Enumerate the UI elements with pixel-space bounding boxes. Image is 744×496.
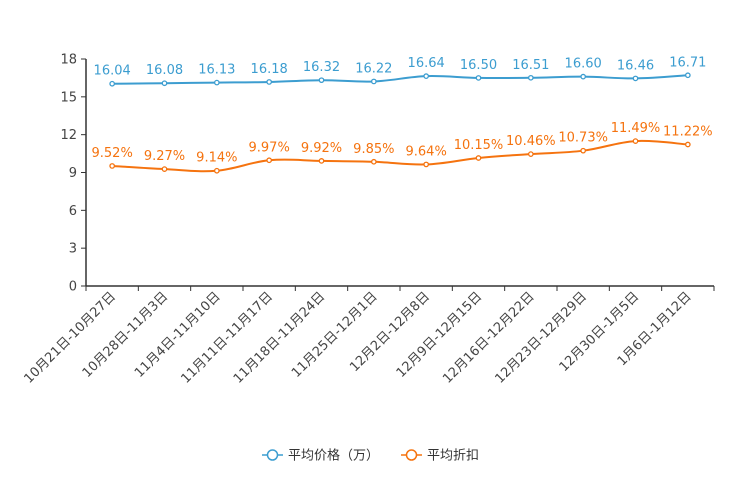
series-line (112, 74, 688, 85)
data-point[interactable] (318, 77, 325, 84)
data-point[interactable] (527, 151, 534, 157)
data-point[interactable] (161, 166, 168, 172)
data-label: 9.97% (249, 140, 290, 155)
x-tick-label: 12月23日-12月29日 (493, 289, 590, 386)
data-label: 16.60 (565, 57, 602, 72)
y-tick-label: 3 (69, 242, 77, 257)
data-label: 10.15% (454, 138, 504, 153)
data-point[interactable] (580, 73, 587, 80)
x-tick-label: 10月21日-10月27日 (22, 289, 119, 386)
legend-item-1[interactable]: 平均价格（万） (262, 448, 379, 464)
data-label: 11.22% (663, 125, 713, 140)
data-label: 16.50 (460, 58, 497, 73)
data-point[interactable] (370, 158, 377, 165)
data-label: 9.64% (406, 144, 447, 159)
axes: 036912151810月21日-10月27日10月28日-11月3日11月4日… (22, 53, 715, 387)
data-point[interactable] (475, 75, 482, 81)
data-label: 16.64 (408, 56, 445, 71)
data-label: 9.52% (92, 146, 133, 161)
data-label: 16.51 (512, 58, 549, 73)
data-label: 16.08 (146, 63, 183, 78)
data-label: 9.85% (353, 142, 394, 157)
data-point[interactable] (423, 161, 430, 168)
series-line (112, 139, 688, 173)
legend-marker-icon (405, 449, 418, 461)
data-label: 9.27% (144, 149, 185, 164)
data-label: 10.73% (558, 131, 608, 146)
y-tick-label: 6 (69, 204, 77, 219)
data-point[interactable] (370, 78, 377, 85)
data-label: 16.22 (355, 61, 392, 76)
y-tick-label: 15 (60, 90, 77, 105)
data-point[interactable] (109, 80, 116, 87)
series-2: 9.52% 9.27% 9.14% 9.97% 9.92% 9.85% 9.64% 10.15… (92, 121, 713, 174)
data-point[interactable] (213, 167, 220, 174)
data-point[interactable] (527, 74, 534, 81)
data-label: 16.13 (198, 63, 235, 78)
series-1: 16.04 16.08 16.13 16.18 16.32 16.22 16.64 16.50… (94, 55, 706, 87)
data-point[interactable] (632, 75, 639, 82)
data-label: 9.92% (301, 141, 342, 156)
legend-label: 平均折扣 (427, 449, 479, 464)
data-label: 16.32 (303, 60, 340, 75)
y-tick-label: 12 (60, 128, 77, 143)
series-layer: 16.04 16.08 16.13 16.18 16.32 16.22 16.64 16.50… (92, 55, 713, 174)
data-point[interactable] (213, 79, 220, 86)
data-point[interactable] (266, 157, 273, 164)
x-tick-label: 11月11日-11月17日 (179, 289, 276, 386)
x-tick-label: 12月16日-12月22日 (440, 289, 537, 386)
y-tick-label: 9 (69, 166, 77, 181)
data-point[interactable] (684, 72, 691, 79)
data-label: 16.04 (94, 64, 131, 79)
data-point[interactable] (475, 155, 482, 161)
data-point[interactable] (684, 141, 691, 148)
y-tick-label: 18 (60, 53, 77, 68)
data-point[interactable] (109, 163, 116, 169)
legend-marker-icon (266, 449, 279, 461)
data-point[interactable] (423, 73, 430, 80)
data-point[interactable] (161, 80, 168, 87)
data-label: 11.49% (611, 121, 661, 136)
y-tick-label: 0 (69, 280, 77, 295)
data-label: 16.18 (251, 62, 288, 77)
legend-item-2[interactable]: 平均折扣 (401, 449, 479, 464)
data-label: 16.71 (669, 55, 706, 70)
data-point[interactable] (580, 147, 587, 154)
legend[interactable]: 平均价格（万） 平均折扣 (262, 448, 479, 464)
data-point[interactable] (266, 79, 273, 85)
data-label: 16.46 (617, 58, 654, 73)
data-label: 9.14% (196, 151, 237, 166)
data-point[interactable] (318, 158, 325, 164)
x-tick-label: 11月18日-11月24日 (231, 289, 328, 386)
data-point[interactable] (632, 138, 639, 144)
data-label: 10.46% (506, 134, 556, 149)
legend-label: 平均价格（万） (288, 448, 379, 464)
